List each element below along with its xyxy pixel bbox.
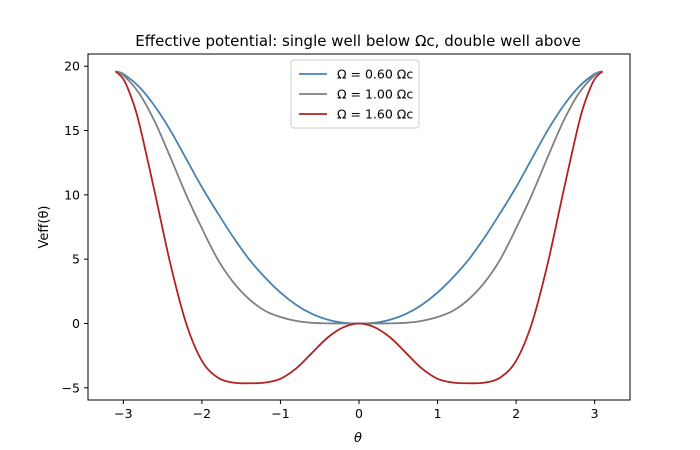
y-axis-label: Veff(θ) — [37, 206, 52, 249]
x-axis: −3 −2 −1 0 1 2 3 — [114, 400, 599, 421]
legend-label-2: Ω = 1.60 Ωc — [337, 107, 413, 122]
y-tick-label: −5 — [62, 380, 80, 395]
legend: Ω = 0.60 Ωc Ω = 1.00 Ωc Ω = 1.60 Ωc — [290, 59, 420, 129]
legend-box — [290, 59, 420, 129]
x-tick-label: 2 — [512, 406, 520, 421]
x-tick-label: −1 — [271, 406, 289, 421]
y-tick-label: 5 — [72, 252, 80, 267]
y-tick-label: 10 — [64, 187, 80, 202]
x-tick-label: 0 — [355, 406, 363, 421]
y-tick-label: 0 — [72, 316, 80, 331]
y-tick-label: 15 — [64, 123, 80, 138]
legend-label-1: Ω = 1.00 Ωc — [337, 87, 413, 102]
x-tick-label: 3 — [591, 406, 599, 421]
y-tick-label: 20 — [64, 59, 80, 74]
x-tick-label: −3 — [114, 406, 132, 421]
x-tick-label: −2 — [193, 406, 211, 421]
y-axis: −5 0 5 10 15 20 — [62, 59, 88, 395]
x-tick-label: 1 — [434, 406, 442, 421]
chart-title: Effective potential: single well below Ω… — [135, 32, 580, 50]
legend-label-0: Ω = 0.60 Ωc — [337, 67, 413, 82]
x-axis-label: θ — [354, 431, 362, 446]
plot-area — [114, 70, 604, 385]
series-line-2 — [114, 70, 604, 385]
